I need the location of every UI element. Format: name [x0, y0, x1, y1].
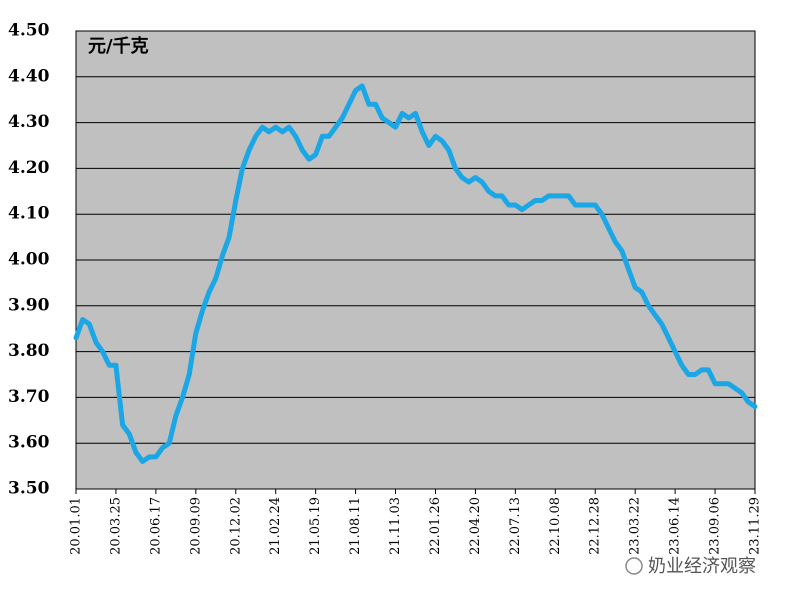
- watermark: 奶业经济观察: [648, 556, 756, 577]
- y-tick-label: 3.90: [8, 295, 50, 315]
- x-tick-label: 20.06.17: [148, 497, 163, 555]
- x-tick-label: 20.09.09: [188, 497, 203, 555]
- x-tick-label: 20.03.25: [108, 497, 123, 555]
- y-tick-label: 3.80: [8, 341, 50, 361]
- y-tick-label: 4.30: [8, 112, 50, 132]
- x-tick-label: 22.10.08: [548, 497, 563, 555]
- x-tick-label: 23.03.22: [628, 497, 643, 555]
- watermark-icon: [625, 557, 643, 575]
- x-tick-label: 21.08.11: [348, 497, 363, 555]
- x-tick-label: 21.02.24: [268, 497, 283, 555]
- y-tick-label: 4.00: [8, 250, 50, 270]
- x-tick-label: 22.04.20: [468, 497, 483, 555]
- y-tick-label: 4.10: [8, 204, 50, 224]
- x-tick-label: 22.07.13: [508, 497, 523, 555]
- x-tick-label: 23.06.14: [668, 497, 683, 555]
- y-tick-label: 4.50: [8, 21, 50, 41]
- y-tick-label: 4.40: [8, 66, 50, 86]
- y-tick-label: 3.70: [8, 387, 50, 407]
- x-tick-label: 23.09.06: [708, 497, 723, 555]
- data-line: [73, 83, 758, 464]
- x-tick-label: 21.11.03: [388, 497, 403, 555]
- y-tick-label: 3.60: [8, 433, 50, 453]
- x-tick-label: 21.05.19: [308, 497, 323, 555]
- y-tick-label: 3.50: [8, 479, 50, 499]
- x-tick-label: 23.11.29: [748, 497, 763, 555]
- x-tick-label: 20.12.02: [228, 497, 243, 555]
- x-tick-label: 22.01.26: [428, 497, 443, 555]
- y-tick-label: 4.20: [8, 158, 50, 178]
- x-tick-label: 20.01.01: [69, 497, 84, 555]
- x-tick-label: 22.12.28: [588, 497, 603, 555]
- unit-label: 元/千克: [88, 35, 149, 57]
